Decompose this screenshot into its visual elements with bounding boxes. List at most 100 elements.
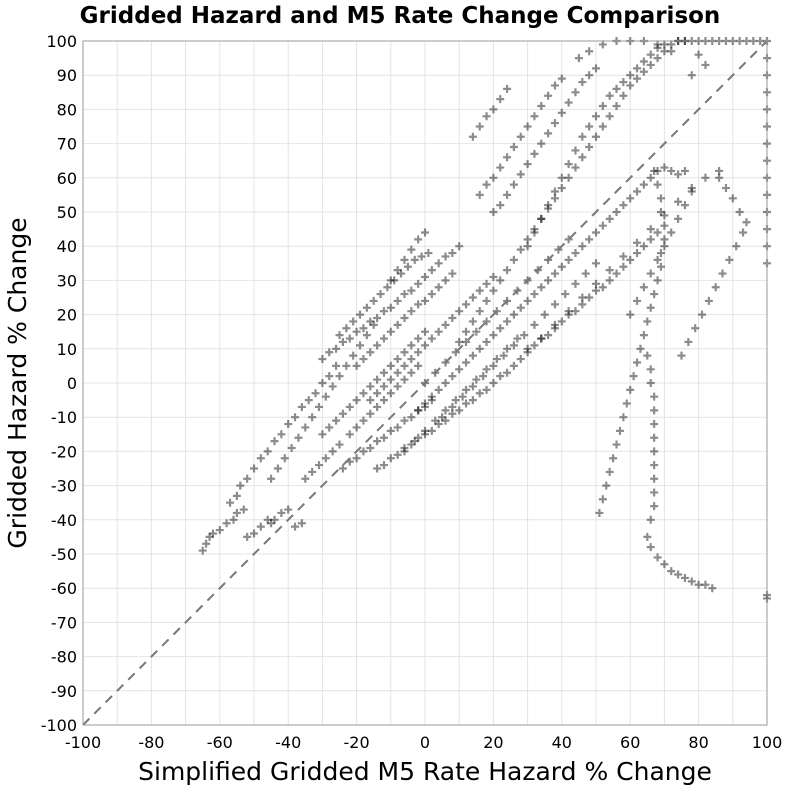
- data-point: [342, 324, 351, 333]
- data-point: [338, 409, 347, 418]
- data-point: [550, 324, 559, 333]
- data-point: [362, 331, 371, 340]
- data-point: [585, 71, 594, 80]
- data-point: [592, 228, 600, 237]
- data-point: [198, 546, 207, 555]
- data-point: [564, 160, 573, 169]
- data-point: [523, 296, 532, 305]
- data-point: [482, 365, 491, 374]
- data-point: [605, 214, 614, 223]
- data-point: [373, 341, 382, 350]
- data-point: [441, 320, 450, 329]
- data-point: [715, 166, 724, 175]
- data-point: [239, 505, 248, 514]
- data-point: [578, 153, 587, 162]
- data-point: [615, 426, 624, 435]
- data-point: [725, 255, 734, 264]
- data-point: [646, 60, 655, 69]
- data-point: [605, 91, 614, 100]
- data-point: [284, 420, 293, 429]
- data-point: [356, 310, 365, 319]
- data-point: [523, 242, 532, 251]
- data-point: [297, 519, 306, 528]
- data-point: [414, 406, 423, 415]
- data-point: [701, 173, 710, 182]
- data-point: [687, 71, 696, 80]
- data-point: [639, 283, 648, 292]
- data-point: [530, 225, 539, 234]
- data-point: [479, 372, 488, 381]
- data-point: [458, 392, 467, 401]
- data-point: [345, 334, 354, 343]
- data-point: [349, 351, 358, 360]
- data-point: [557, 184, 566, 193]
- data-point: [557, 74, 566, 83]
- data-point: [414, 300, 423, 309]
- data-point: [660, 560, 669, 569]
- data-point: [407, 341, 416, 350]
- data-point: [455, 337, 464, 346]
- data-point: [537, 214, 546, 223]
- data-point: [332, 361, 341, 370]
- y-tick-label: -20: [51, 442, 77, 461]
- data-point: [318, 355, 327, 364]
- data-point: [345, 402, 354, 411]
- x-axis-ticks: -100 -80 -60 -40 -20 0 20 40 60 80 100: [65, 733, 782, 752]
- data-point: [427, 290, 436, 299]
- data-point: [653, 40, 662, 49]
- data-point: [643, 532, 652, 541]
- data-point: [335, 440, 344, 449]
- data-point: [605, 276, 614, 285]
- data-point: [229, 515, 238, 524]
- data-point: [609, 454, 618, 463]
- y-tick-label: 100: [46, 32, 77, 51]
- data-point: [472, 375, 481, 384]
- data-point: [619, 78, 628, 87]
- data-point: [496, 372, 505, 381]
- data-point: [297, 402, 306, 411]
- data-point: [407, 355, 416, 364]
- data-point: [550, 269, 559, 278]
- data-point: [496, 324, 505, 333]
- y-tick-label: -30: [51, 477, 77, 496]
- data-point: [650, 502, 659, 511]
- data-point: [592, 112, 600, 121]
- data-point: [530, 149, 539, 158]
- data-point: [653, 553, 662, 562]
- data-point: [650, 474, 659, 483]
- data-point: [605, 266, 614, 275]
- data-point: [379, 368, 388, 377]
- data-points: [198, 37, 771, 603]
- data-point: [468, 293, 477, 302]
- data-point: [633, 296, 642, 305]
- data-point: [462, 399, 471, 408]
- data-point: [633, 74, 642, 83]
- data-point: [407, 368, 416, 377]
- data-point: [489, 208, 498, 216]
- data-point: [701, 580, 710, 589]
- data-point: [646, 173, 655, 182]
- y-tick-label: -70: [51, 613, 77, 632]
- data-point: [427, 426, 436, 435]
- data-point: [537, 283, 546, 292]
- data-point: [544, 276, 553, 285]
- data-point: [718, 269, 727, 278]
- data-point: [393, 382, 402, 391]
- data-point: [328, 382, 337, 391]
- data-point: [694, 580, 703, 589]
- data-point: [561, 290, 570, 299]
- data-point: [578, 242, 587, 251]
- data-point: [308, 413, 317, 422]
- gridlines: [82, 40, 768, 726]
- data-point: [633, 238, 642, 247]
- data-point: [379, 334, 388, 343]
- data-point: [698, 310, 707, 319]
- data-point: [667, 567, 676, 576]
- x-tick-label: 80: [688, 733, 708, 752]
- data-point: [489, 379, 498, 387]
- data-point: [291, 522, 300, 531]
- data-point: [667, 40, 676, 49]
- data-point: [489, 105, 498, 114]
- data-point: [325, 372, 334, 381]
